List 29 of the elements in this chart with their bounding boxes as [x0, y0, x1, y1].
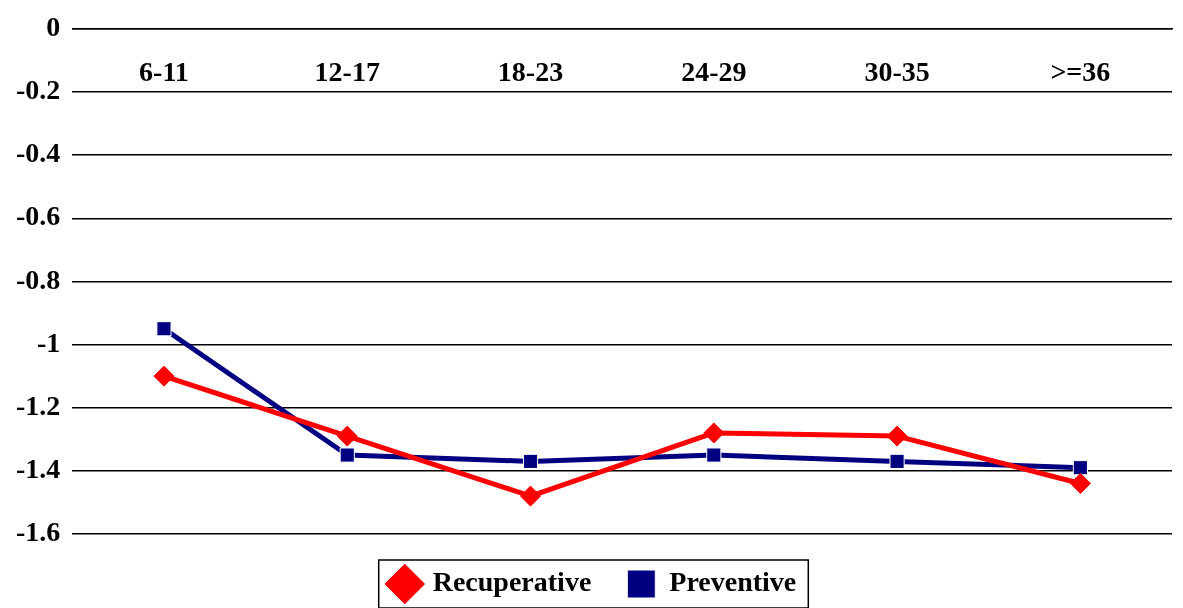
- point: [886, 425, 908, 447]
- point: [156, 321, 172, 337]
- point: [153, 365, 175, 387]
- y-tick-label: -0.8: [16, 263, 61, 295]
- y-tick-label: -0.6: [16, 200, 61, 232]
- point: [889, 453, 905, 469]
- legend-label: Recuperative: [432, 566, 592, 598]
- x-tick-label: 12-17: [314, 55, 380, 87]
- point: [336, 425, 358, 447]
- y-tick-label: 0: [46, 11, 61, 43]
- point: [703, 422, 725, 444]
- y-tick-label: -0.4: [16, 137, 61, 169]
- x-tick-label: 6-11: [139, 55, 189, 87]
- x-tick-label: 24-29: [681, 55, 747, 87]
- point: [1072, 460, 1088, 476]
- y-tick-label: -1: [37, 326, 61, 358]
- point: [520, 485, 542, 507]
- y-tick-label: -1.4: [16, 453, 61, 485]
- x-tick-label: >=36: [1050, 55, 1111, 87]
- legend-label: Preventive: [669, 566, 797, 598]
- point: [339, 447, 355, 463]
- x-tick-label: 18-23: [497, 55, 564, 87]
- x-tick-label: 30-35: [864, 55, 930, 87]
- y-tick-label: -0.2: [16, 74, 61, 106]
- point: [1069, 472, 1091, 494]
- point: [522, 453, 539, 469]
- y-tick-label: -1.2: [16, 389, 61, 421]
- y-tick-label: -1.6: [16, 516, 61, 548]
- point: [706, 447, 722, 463]
